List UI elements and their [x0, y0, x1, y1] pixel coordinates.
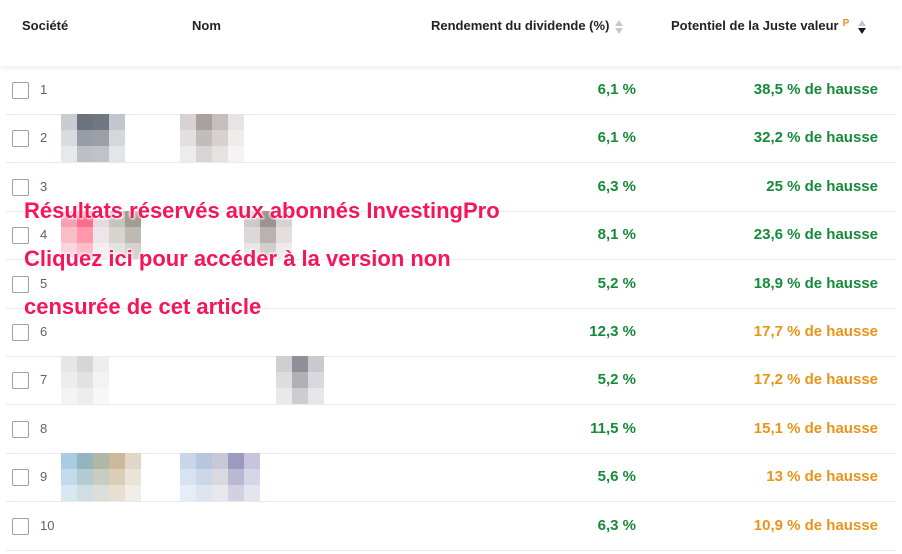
- row-rank: 10: [40, 517, 55, 533]
- row-rank: 2: [40, 130, 48, 146]
- table-row[interactable]: 1 6,1 % 38,5 % de hausse: [6, 66, 896, 115]
- row-rank: 3: [40, 178, 48, 194]
- paywall-link-line2[interactable]: censurée de cet article: [24, 294, 262, 319]
- row-checkbox[interactable]: [12, 130, 29, 148]
- row-rank: 8: [40, 420, 48, 436]
- row-checkbox[interactable]: [12, 469, 29, 487]
- blurred-company-name: [276, 356, 324, 405]
- fair-value-upside: 18,9 % de hausse: [753, 274, 878, 292]
- dividend-yield-value: 5,6 %: [597, 468, 636, 486]
- fair-value-upside: 10,9 % de hausse: [753, 516, 878, 534]
- blurred-company-name: [61, 211, 141, 260]
- column-header-dividend-yield[interactable]: Rendement du dividende (%): [431, 18, 624, 35]
- dividend-yield-value: 8,1 %: [597, 226, 636, 244]
- dividend-yield-value: 6,1 %: [597, 81, 636, 98]
- table-row[interactable]: 9 5,6 % 13 % de hausse: [6, 453, 896, 503]
- fair-value-upside: 17,7 % de hausse: [753, 323, 878, 340]
- row-checkbox[interactable]: [12, 82, 29, 99]
- dividend-yield-value: 11,5 %: [590, 419, 636, 437]
- blurred-company-name: [61, 114, 125, 163]
- row-checkbox[interactable]: [12, 227, 29, 245]
- table-row[interactable]: 5 5,2 % 18,9 % de hausse: [6, 260, 896, 309]
- column-header-societe[interactable]: Société: [22, 18, 69, 33]
- row-rank: 5: [40, 275, 48, 291]
- paywall-link-line1[interactable]: Cliquez ici pour accéder à la version no…: [24, 246, 451, 271]
- fair-value-upside: 17,2 % de hausse: [753, 371, 878, 389]
- fair-value-upside: 38,5 % de hausse: [753, 81, 878, 98]
- blurred-company-name: [61, 453, 141, 502]
- dividend-yield-value: 5,2 %: [597, 274, 636, 292]
- fair-value-upside: 23,6 % de hausse: [753, 226, 878, 244]
- table-header: Société Nom Rendement du dividende (%) P…: [0, 0, 902, 66]
- row-rank: 9: [40, 469, 48, 485]
- blurred-company-name: [61, 356, 109, 405]
- sort-icon[interactable]: [615, 19, 624, 35]
- row-checkbox[interactable]: [12, 372, 29, 390]
- table-row[interactable]: 8 11,5 % 15,1 % de hausse: [6, 405, 896, 454]
- row-checkbox[interactable]: [12, 324, 29, 341]
- table-row[interactable]: 6 12,3 % 17,7 % de hausse: [6, 308, 896, 357]
- dividend-yield-value: 6,1 %: [597, 129, 636, 147]
- table-row[interactable]: 2 6,1 % 32,2 % de hausse: [6, 114, 896, 164]
- table-row[interactable]: 3 6,3 % 25 % de hausse: [6, 163, 896, 212]
- column-header-fair-value[interactable]: Potentiel de la Juste valeur P: [671, 18, 867, 35]
- table-row[interactable]: 7 5,2 % 17,2 % de hausse: [6, 356, 896, 406]
- dividend-yield-value: 5,2 %: [597, 371, 636, 389]
- dividend-yield-value: 6,3 %: [597, 177, 636, 195]
- dividend-yield-value: 6,3 %: [597, 516, 636, 534]
- fair-value-label: Potentiel de la Juste valeur: [671, 18, 839, 33]
- row-checkbox[interactable]: [12, 178, 29, 196]
- dividend-yield-value: 12,3 %: [589, 323, 636, 340]
- fair-value-upside: 32,2 % de hausse: [753, 129, 878, 147]
- table-row[interactable]: 4 8,1 % 23,6 % de hausse: [6, 211, 896, 261]
- sort-desc-icon[interactable]: [857, 19, 867, 35]
- row-rank: 7: [40, 372, 48, 388]
- row-rank: 6: [40, 324, 48, 339]
- fair-value-upside: 25 % de hausse: [766, 177, 878, 195]
- column-header-nom[interactable]: Nom: [192, 18, 221, 33]
- blurred-company-name: [180, 453, 260, 502]
- fair-value-upside: 13 % de hausse: [766, 468, 878, 486]
- row-checkbox[interactable]: [12, 517, 29, 535]
- blurred-company-name: [180, 114, 244, 163]
- paywall-message[interactable]: Résultats réservés aux abonnés Investing…: [24, 198, 500, 223]
- table-row[interactable]: 10 6,3 % 10,9 % de hausse: [6, 502, 896, 551]
- row-rank: 1: [40, 82, 48, 97]
- fair-value-upside: 15,1 % de hausse: [753, 419, 878, 437]
- blurred-company-name: [244, 211, 292, 260]
- row-checkbox[interactable]: [12, 420, 29, 438]
- row-checkbox[interactable]: [12, 275, 29, 293]
- dividend-yield-label: Rendement du dividende (%): [431, 18, 610, 33]
- row-rank: 4: [40, 227, 48, 243]
- investingpro-icon: P: [842, 18, 850, 29]
